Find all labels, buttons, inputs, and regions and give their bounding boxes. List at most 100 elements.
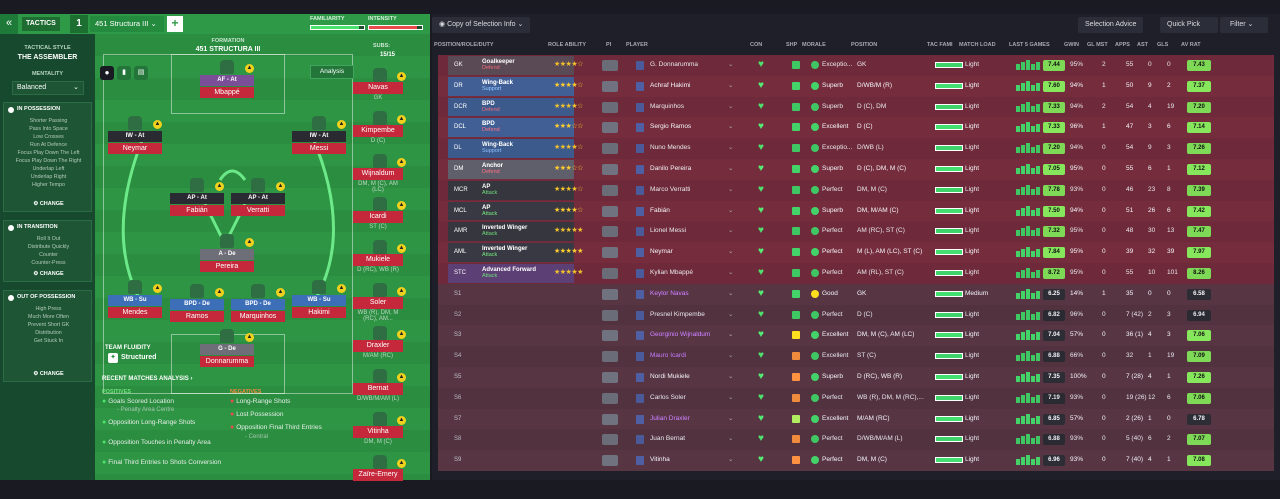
player-instructions-button[interactable]	[602, 122, 618, 134]
column-header-3[interactable]: PLAYER	[626, 42, 648, 48]
quick-pick-button[interactable]: Quick Pick	[1160, 17, 1218, 33]
table-row[interactable]: DL Wing-Back Support ★★★★☆ Nuno Mendes ⌄ ♥ Exce…	[438, 138, 1274, 159]
player-instructions-button[interactable]	[602, 184, 618, 196]
table-row[interactable]: S3 Georginio Wijnaldum ⌄ ♥ Excellent DM, M (C…	[438, 325, 1274, 347]
table-row[interactable]: DCL BPD Defend ★★★☆☆ Sergio Ramos ⌄ ♥ Excellent…	[438, 117, 1274, 139]
column-header-10[interactable]: LAST 5 GAMES	[1009, 42, 1050, 48]
table-row[interactable]: S7 Julian Draxler ⌄ ♥ Excellent M/AM (RC) Ligh…	[438, 408, 1274, 430]
role-duty[interactable]: Inverted Winger Attack	[478, 222, 574, 242]
column-header-11[interactable]: GWIN	[1064, 42, 1079, 48]
player-name[interactable]: Juan Bernat	[650, 435, 686, 443]
table-row[interactable]: AML Inverted Winger Attack ★★★★★ Neymar ⌄ ♥ Per…	[438, 242, 1274, 263]
player-name[interactable]: Mauro Icardi	[650, 352, 687, 360]
pitch-player-mbappé[interactable]: ▲ AF - At Mbappé	[200, 60, 254, 108]
tactic-slot-number[interactable]: 1	[70, 15, 88, 33]
role-duty[interactable]: AP Attack	[478, 180, 574, 200]
pitch-player-ramos[interactable]: ▲ BPD - De Ramos	[170, 284, 224, 332]
column-header-1[interactable]: ROLE ABILITY	[548, 42, 586, 48]
role-duty[interactable]: AP Attack	[478, 201, 574, 221]
tactics-tab[interactable]: TACTICS	[22, 17, 60, 31]
player-name[interactable]: Marco Verratti	[650, 185, 691, 193]
player-instructions-button[interactable]	[602, 226, 618, 238]
role-duty[interactable]: Inverted Winger Attack	[478, 243, 574, 262]
player-name[interactable]: Keylor Navas	[650, 289, 689, 297]
role-duty[interactable]: BPD Defend	[478, 118, 574, 138]
change-button[interactable]: ⚙ CHANGE	[4, 201, 93, 207]
player-name[interactable]: G. Donnarumma	[650, 61, 699, 68]
table-row[interactable]: DM Anchor Defend ★★★☆☆ Danilo Pereira ⌄ ♥ Super…	[438, 159, 1274, 180]
sub-player-8[interactable]: ▲ Vitinha DM, M (C)	[353, 412, 407, 456]
stats-icon[interactable]: ▮	[117, 66, 131, 80]
player-instructions-button[interactable]	[602, 247, 618, 259]
back-button[interactable]: «	[0, 14, 18, 34]
change-button[interactable]: ⚙ CHANGE	[4, 271, 93, 277]
role-duty[interactable]: BPD Defend	[478, 97, 574, 117]
player-instructions-button[interactable]	[602, 330, 618, 342]
player-name[interactable]: Georginio Wijnaldum	[650, 331, 711, 339]
player-name[interactable]: Presnel Kimpembe	[650, 310, 705, 318]
table-row[interactable]: S4 Mauro Icardi ⌄ ♥ Excellent ST (C) Light 6.88…	[438, 346, 1274, 367]
table-row[interactable]: DR Wing-Back Support ★★★★☆ Achraf Hakimi ⌄ ♥ Su…	[438, 75, 1274, 97]
analysis-button[interactable]: Analysis	[310, 65, 354, 79]
pitch-player-marquinhos[interactable]: ▲ BPD - De Marquinhos	[231, 284, 285, 332]
copy-selection-info-dropdown[interactable]: ◉ Copy of Selection Info ⌄	[432, 17, 531, 33]
role-duty[interactable]: Advanced Forward Attack	[478, 264, 574, 283]
column-header-9[interactable]: MATCH LOAD	[959, 42, 996, 48]
role-duty[interactable]: Anchor Defend	[478, 160, 574, 179]
player-instructions-button[interactable]	[602, 205, 618, 217]
player-name[interactable]: Lionel Messi	[650, 227, 687, 235]
table-row[interactable]: GK Goalkeeper Defend ★★★★☆ G. Donnarumma ⌄ ♥ Ex…	[438, 55, 1274, 76]
table-row[interactable]: S2 Presnel Kimpembe ⌄ ♥ Perfect D (C) Light 6.8…	[438, 304, 1274, 326]
table-row[interactable]: S9 Vitinha ⌄ ♥ Perfect DM, M (C) Light 6.96 93% 0…	[438, 450, 1274, 471]
player-instructions-button[interactable]	[602, 60, 618, 71]
sub-player-6[interactable]: ▲ Draxler M/AM (RC)	[353, 326, 407, 370]
player-instructions-button[interactable]	[602, 101, 618, 113]
pitch-player-fabián[interactable]: ▲ AP - At Fabián	[170, 178, 224, 226]
mentality-dropdown[interactable]: Balanced ⌄	[12, 81, 84, 95]
column-header-16[interactable]: AV RAT	[1181, 42, 1201, 48]
player-name[interactable]: Danilo Pereira	[650, 165, 692, 172]
column-header-6[interactable]: MORALE	[802, 42, 826, 48]
player-name[interactable]: Carlos Soler	[650, 393, 686, 401]
table-row[interactable]: DCR BPD Defend ★★★★☆ Marquinhos ⌄ ♥ Superb D (C)…	[438, 96, 1274, 118]
recent-matches-analysis-link[interactable]: RECENT MATCHES ANALYSIS ›	[102, 376, 193, 382]
player-name[interactable]: Nuno Mendes	[650, 144, 691, 152]
role-duty[interactable]: Goalkeeper Defend	[478, 56, 574, 75]
pitch-player-pereira[interactable]: ▲ A - De Pereira	[200, 234, 254, 282]
player-name[interactable]: Julian Draxler	[650, 414, 690, 422]
column-header-15[interactable]: GLS	[1157, 42, 1169, 48]
pitch-player-messi[interactable]: ▲ IW - At Messi	[292, 116, 346, 164]
player-instructions-button[interactable]	[602, 434, 618, 446]
pitch-player-donnarumma[interactable]: ▲ G - De Donnarumma	[200, 329, 254, 377]
player-name[interactable]: Neymar	[650, 248, 673, 256]
pitch-player-neymar[interactable]: ▲ IW - At Neymar	[108, 116, 162, 164]
player-instructions-button[interactable]	[602, 351, 618, 363]
player-instructions-button[interactable]	[602, 80, 618, 92]
column-header-4[interactable]: CON	[750, 42, 763, 48]
player-instructions-button[interactable]	[602, 413, 618, 425]
table-row[interactable]: S1 Keylor Navas ⌄ ♥ Good GK Medium 6.25 14% 1 35 0 0…	[438, 283, 1274, 305]
player-instructions-button[interactable]	[602, 164, 618, 175]
instructions-icon[interactable]: ●	[100, 66, 114, 80]
column-header-12[interactable]: GL MST	[1087, 42, 1108, 48]
pitch-player-mendes[interactable]: ▲ WB - Su Mendes	[108, 280, 162, 328]
player-name[interactable]: Nordi Mukiele	[650, 373, 690, 380]
column-header-5[interactable]: SHP	[786, 42, 798, 48]
player-name[interactable]: Fabián	[650, 206, 670, 214]
column-header-8[interactable]: TAC FAMI	[927, 42, 953, 48]
player-name[interactable]: Achraf Hakimi	[650, 81, 691, 89]
column-header-7[interactable]: POSITION	[851, 42, 878, 48]
player-instructions-button[interactable]	[602, 268, 618, 279]
player-instructions-button[interactable]	[602, 309, 618, 321]
tactic-name-dropdown[interactable]: 451 Structura III ⌄	[90, 16, 164, 32]
player-name[interactable]: Kylian Mbappé	[650, 269, 693, 276]
player-instructions-button[interactable]	[602, 372, 618, 383]
role-duty[interactable]: Wing-Back Support	[478, 139, 574, 158]
column-header-14[interactable]: AST	[1137, 42, 1148, 48]
table-row[interactable]: S6 Carlos Soler ⌄ ♥ Perfect WB (R), DM, M (RC…	[438, 387, 1274, 409]
player-name[interactable]: Sergio Ramos	[650, 123, 692, 131]
sub-player-3[interactable]: ▲ Icardi ST (C)	[353, 197, 407, 241]
change-button[interactable]: ⚙ CHANGE	[4, 371, 93, 377]
player-name[interactable]: Marquinhos	[650, 102, 684, 110]
column-header-0[interactable]: POSITION/ROLE/DUTY	[434, 42, 494, 48]
